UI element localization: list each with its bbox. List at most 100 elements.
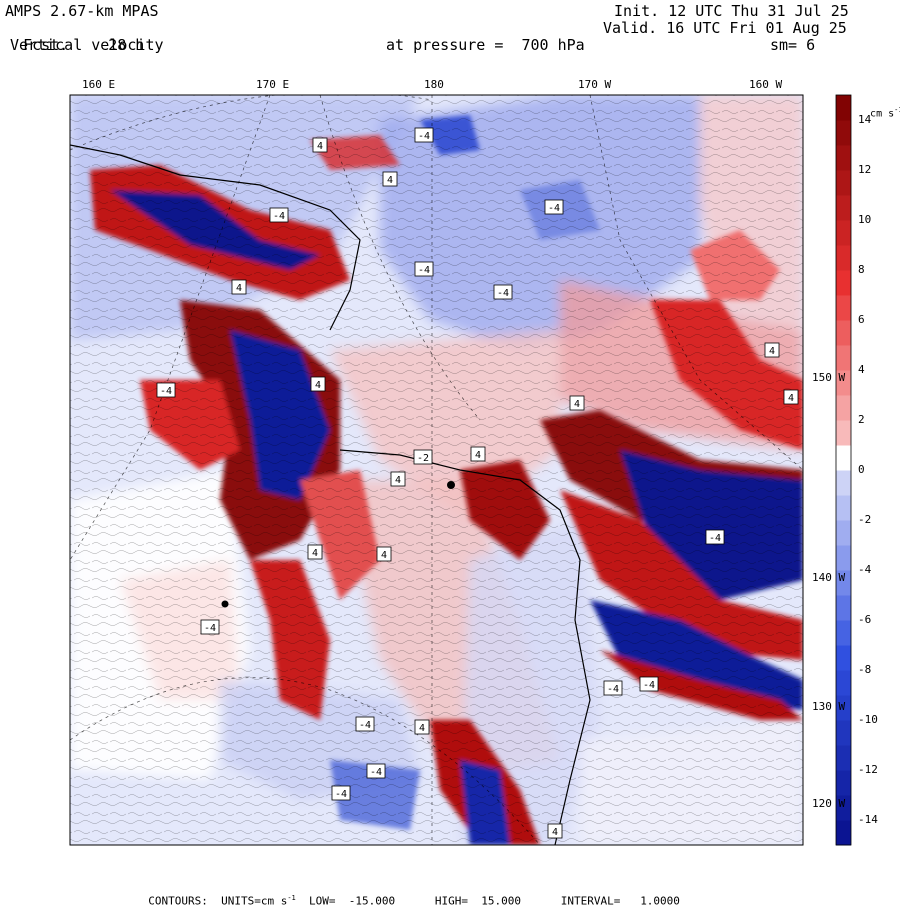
colorbar-segment <box>836 270 851 296</box>
svg-text:4: 4 <box>552 827 558 838</box>
svg-text:-2: -2 <box>417 453 429 464</box>
forecast-label: Fcst. 28 h <box>5 20 144 54</box>
lat-label-150w: 150 W <box>812 371 846 384</box>
colorbar-segment <box>836 820 851 846</box>
colorbar-units-exp: -1 <box>894 106 900 114</box>
contour-label: 4 <box>569 395 585 411</box>
svg-text:-4: -4 <box>273 211 285 222</box>
svg-text:-4: -4 <box>370 767 382 778</box>
svg-text:4: 4 <box>475 450 481 461</box>
colorbar-segment <box>836 170 851 196</box>
svg-text:4: 4 <box>236 283 242 294</box>
svg-text:4: 4 <box>574 399 580 410</box>
svg-text:-4: -4 <box>548 203 560 214</box>
contour-label: 4 <box>783 389 799 405</box>
colorbar-tick-label: 14 <box>858 113 872 126</box>
contour-label: 4 <box>382 171 398 187</box>
contour-label: 4 <box>312 137 328 153</box>
footer-interval: INTERVAL= 1.0000 <box>560 894 680 908</box>
colorbar-tick-label: 10 <box>858 213 872 226</box>
colorbar-tick-label: 8 <box>858 263 865 276</box>
contour-label: -2 <box>413 449 433 465</box>
colorbar-segment <box>836 520 851 546</box>
colorbar-segment <box>836 545 851 571</box>
colorbar-segment <box>836 570 851 596</box>
contour-label: -4 <box>603 680 623 696</box>
colorbar-segment <box>836 720 851 746</box>
colorbar-segment <box>836 645 851 671</box>
svg-text:-4: -4 <box>418 265 430 276</box>
svg-text:-4: -4 <box>497 288 509 299</box>
contour-label: 4 <box>414 719 430 735</box>
svg-text:4: 4 <box>387 175 393 186</box>
svg-text:4: 4 <box>788 393 794 404</box>
colorbar-tick-label: -6 <box>858 613 872 626</box>
svg-text:-4: -4 <box>643 680 655 691</box>
forecast-hour: 28 h <box>108 36 145 54</box>
contour-label: -4 <box>331 785 351 801</box>
colorbar-segment <box>836 620 851 646</box>
lat-label-120w: 120 W <box>812 797 846 810</box>
colorbar-segment <box>836 470 851 496</box>
colorbar-tick-label: -14 <box>858 813 878 826</box>
lat-label-140w: 140 W <box>812 571 846 584</box>
colorbar-segment <box>836 220 851 246</box>
colorbar-tick-label: -4 <box>858 563 872 576</box>
lat-label-130w: 130 W <box>812 700 846 713</box>
contour-label: 4 <box>764 342 780 358</box>
contour-label: -4 <box>414 127 434 143</box>
colorbar-segment <box>836 245 851 271</box>
footer-high: HIGH= 15.000 <box>434 894 521 908</box>
field-name: Vertical velocity <box>10 36 164 54</box>
colorbar-segment <box>836 120 851 146</box>
lon-label-170w: 170 W <box>578 78 612 91</box>
colorbar-segment <box>836 395 851 421</box>
map-frame <box>69 94 804 846</box>
map-panel: 4 -4 4 -4 4 -4 4 -4 -2 4 -4 4 -4 4 -4 4 … <box>70 95 803 845</box>
svg-text:4: 4 <box>317 141 323 152</box>
colorbar-frame <box>835 94 852 846</box>
svg-text:4: 4 <box>381 550 387 561</box>
svg-text:-4: -4 <box>160 386 172 397</box>
colorbar-tick-label: -10 <box>858 713 878 726</box>
contour-label: -4 <box>200 619 220 635</box>
contour-label: 4 <box>310 376 326 392</box>
colorbar-tick-label: -2 <box>858 513 872 526</box>
colorbar-units: cm s-1 <box>858 95 900 119</box>
model-title: AMPS 2.67-km MPAS <box>5 2 159 20</box>
colorbar-segment <box>836 295 851 321</box>
smoothing-value: sm= 6 <box>770 36 816 54</box>
colorbar-tick-label: 0 <box>858 463 865 476</box>
colorbar-segment <box>836 345 851 371</box>
lon-label-180: 180 <box>424 78 444 91</box>
footer-contours-label: CONTOURS: <box>148 894 208 908</box>
colorbar-segment <box>836 145 851 171</box>
svg-text:-4: -4 <box>359 720 371 731</box>
init-time: Init. 12 UTC Thu 31 Jul 25 <box>614 2 849 20</box>
valid-time: Valid. 16 UTC Fri 01 Aug 25 <box>603 19 847 37</box>
contour-label: 4 <box>307 544 323 560</box>
lon-label-160w: 160 W <box>749 78 783 91</box>
colorbar-segment <box>836 695 851 721</box>
contour-label: -4 <box>269 207 289 223</box>
lon-label-160e: 160 E <box>82 78 116 91</box>
footer-units-exp: -1 <box>287 894 296 902</box>
svg-text:4: 4 <box>312 548 318 559</box>
colorbar-segment <box>836 195 851 221</box>
svg-text:4: 4 <box>769 346 775 357</box>
svg-text:-4: -4 <box>418 131 430 142</box>
footer-contours: CONTOURS: UNITS=cm s-1 LOW= -15.000 HIGH… <box>135 881 680 908</box>
colorbar-segment <box>836 745 851 771</box>
colorbar-segment <box>836 770 851 796</box>
svg-text:4: 4 <box>419 723 425 734</box>
contour-label: -4 <box>366 763 386 779</box>
pressure-level: at pressure = 700 hPa <box>386 36 585 54</box>
svg-text:-4: -4 <box>607 684 619 695</box>
contour-label: -4 <box>355 716 375 732</box>
colorbar-segment <box>836 370 851 396</box>
colorbar-segment <box>836 320 851 346</box>
svg-text:-4: -4 <box>335 789 347 800</box>
colorbar-segment <box>836 595 851 621</box>
footer-units: UNITS=cm s <box>221 894 288 908</box>
